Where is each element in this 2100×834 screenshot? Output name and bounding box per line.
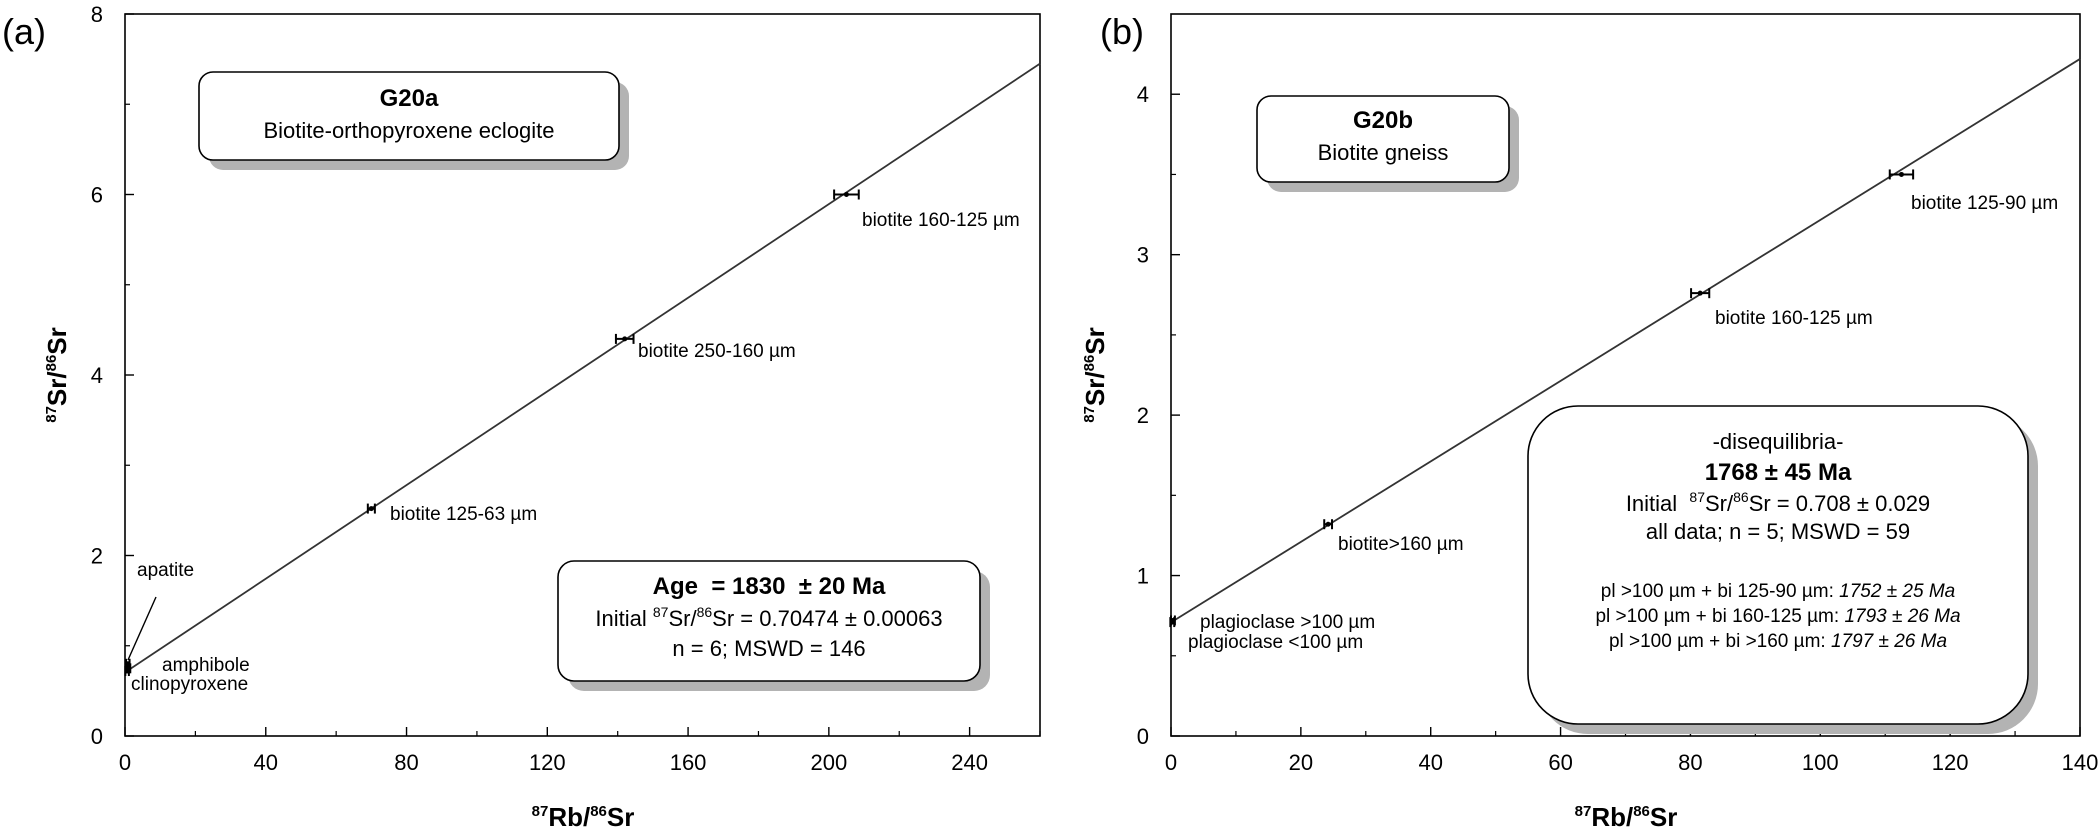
panel-a-result-box: Age = 1830 ± 20 Ma Initial 87Sr/86Sr = 0…: [557, 560, 990, 691]
panel-b-disequilibria: -disequilibria-: [1713, 429, 1844, 454]
panel-b-label-biotite-gt160: biotite>160 µm: [1338, 534, 1464, 555]
x-tick-label: 120: [1932, 750, 1969, 775]
x-tick-label: 140: [2062, 750, 2099, 775]
panel-b-sample-subtitle: Biotite gneiss: [1318, 140, 1449, 165]
y-tick-label: 8: [91, 2, 103, 27]
x-tick-label: 200: [810, 750, 847, 775]
panel-b-initial-ratio: Initial 87Sr/86Sr = 0.708 ± 0.029: [1626, 489, 1930, 516]
panel-a-initial-ratio: Initial 87Sr/86Sr = 0.70474 ± 0.00063: [595, 604, 942, 631]
data-point: [1323, 519, 1334, 530]
panel-b-label-biotite-160-125: biotite 160-125 µm: [1715, 308, 1873, 329]
panel-a-sample-title: G20a: [380, 85, 439, 112]
panel-a-n-mswd: n = 6; MSWD = 146: [672, 636, 865, 661]
data-point: [614, 333, 635, 344]
panel-b: (b) 0 20 40 60 80 100 120 140 0 1 2 3 4 plagioclase …: [1080, 11, 2098, 832]
y-tick-label: 2: [1137, 403, 1149, 428]
data-point: [833, 189, 860, 200]
panel-b-letter: (b): [1100, 11, 1144, 52]
panel-a-x-axis-title: 87Rb/86Sr: [532, 802, 635, 832]
panel-b-n-mswd: all data; n = 5; MSWD = 59: [1646, 519, 1910, 544]
panel-b-age-1: pl >100 µm + bi 125-90 µm: 1752 ± 25 Ma: [1601, 581, 1955, 602]
x-tick-label: 80: [394, 750, 418, 775]
panel-b-label-plag-gt100: plagioclase >100 µm: [1200, 612, 1375, 633]
panel-b-age-3: pl >100 µm + bi >160 µm: 1797 ± 26 Ma: [1609, 631, 1947, 652]
panel-b-sample-box: G20b Biotite gneiss: [1256, 95, 1519, 192]
data-point: [125, 658, 131, 669]
panel-a-label-clinopyroxene: clinopyroxene: [131, 674, 248, 695]
data-point: [1170, 615, 1176, 626]
panel-b-tick-labels: 0 20 40 60 80 100 120 140 0 1 2 3 4: [1137, 82, 2099, 775]
panel-a-ticks: [124, 13, 1041, 737]
panel-a-points: [124, 189, 860, 677]
x-tick-label: 60: [1548, 750, 1572, 775]
panel-a-y-axis-title: 87Sr/86Sr: [42, 327, 72, 423]
x-tick-label: 120: [529, 750, 566, 775]
y-tick-label: 1: [1137, 564, 1149, 589]
x-tick-label: 0: [1165, 750, 1177, 775]
panel-a-sample-subtitle: Biotite-orthopyroxene eclogite: [263, 118, 554, 143]
panel-a-label-biotite-160-125: biotite 160-125 µm: [862, 210, 1020, 231]
panel-b-x-axis-title: 87Rb/86Sr: [1575, 802, 1678, 832]
panel-a-tick-labels: 0 40 80 120 160 200 240 0 2 4 6 8: [91, 2, 988, 775]
panel-b-isochron-line: [1170, 58, 2081, 624]
x-tick-label: 160: [670, 750, 707, 775]
panel-a-apatite-leader: [127, 596, 157, 661]
x-tick-label: 40: [1418, 750, 1442, 775]
data-point: [1690, 288, 1711, 299]
panel-a-age: Age = 1830 ± 20 Ma: [653, 573, 886, 600]
panel-a-letter: (a): [2, 11, 46, 52]
y-tick-label: 6: [91, 183, 103, 208]
panel-b-result-box: -disequilibria- 1768 ± 45 Ma Initial 87S…: [1527, 405, 2038, 734]
panel-b-sample-title: G20b: [1353, 107, 1413, 134]
y-tick-label: 4: [1137, 82, 1149, 107]
panel-a-label-apatite: apatite: [137, 560, 194, 581]
data-point: [366, 503, 376, 514]
panel-b-age: 1768 ± 45 Ma: [1705, 459, 1852, 486]
panel-a-isochron-line: [124, 62, 1041, 674]
panel-a-sample-box: G20a Biotite-orthopyroxene eclogite: [198, 71, 629, 170]
panel-a-label-biotite-125-63: biotite 125-63 µm: [390, 504, 537, 525]
panel-b-label-plag-lt100: plagioclase <100 µm: [1188, 632, 1363, 653]
panel-b-age-2: pl >100 µm + bi 160-125 µm: 1793 ± 26 Ma: [1595, 606, 1960, 627]
x-tick-label: 0: [119, 750, 131, 775]
y-tick-label: 0: [91, 724, 103, 749]
panel-a-label-biotite-250-160: biotite 250-160 µm: [638, 341, 796, 362]
y-tick-label: 2: [91, 544, 103, 569]
panel-b-points: [1169, 169, 1915, 628]
y-tick-label: 3: [1137, 243, 1149, 268]
y-tick-label: 0: [1137, 724, 1149, 749]
panel-a: (a) 0 40 80 120 160 200 240 0 2 4 6 8 apatite amphi…: [2, 2, 1041, 832]
panel-b-ticks: [1170, 93, 2081, 737]
panel-b-label-biotite-125-90: biotite 125-90 µm: [1911, 193, 2058, 214]
panel-b-y-axis-title: 87Sr/86Sr: [1080, 327, 1110, 423]
x-tick-label: 40: [254, 750, 278, 775]
x-tick-label: 240: [951, 750, 988, 775]
panel-a-label-amphibole: amphibole: [162, 655, 250, 676]
x-tick-label: 100: [1802, 750, 1839, 775]
y-tick-label: 4: [91, 363, 103, 388]
x-tick-label: 20: [1289, 750, 1313, 775]
x-tick-label: 80: [1678, 750, 1702, 775]
data-point: [1888, 169, 1915, 180]
